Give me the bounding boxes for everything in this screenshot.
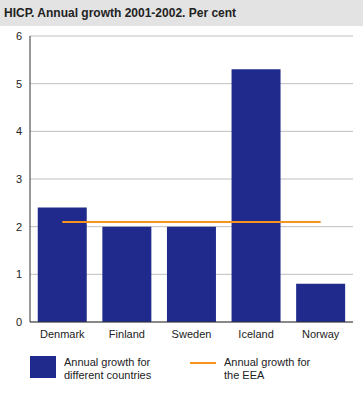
svg-text:Iceland: Iceland: [238, 328, 273, 340]
svg-text:3: 3: [16, 173, 22, 185]
svg-text:1: 1: [16, 268, 22, 280]
svg-text:Sweden: Sweden: [172, 328, 212, 340]
html-text:Annual growth for the EEA: Annual growth for the EEA: [224, 356, 311, 381]
svg-text:2: 2: [16, 221, 22, 233]
svg-text:5: 5: [16, 78, 22, 90]
svg-text:Finland: Finland: [109, 328, 145, 340]
svg-text:4: 4: [16, 125, 22, 137]
svg-text:Norway: Norway: [302, 328, 340, 340]
svg-text:6: 6: [16, 30, 22, 42]
html-text:Annual growth for different co: Annual growth for different countries: [64, 356, 152, 381]
svg-text:Denmark: Denmark: [40, 328, 85, 340]
svg-text:0: 0: [16, 316, 22, 328]
html-text:HICP. Annual growth 2001-2002.: HICP. Annual growth 2001-2002. Per cent: [4, 6, 237, 20]
